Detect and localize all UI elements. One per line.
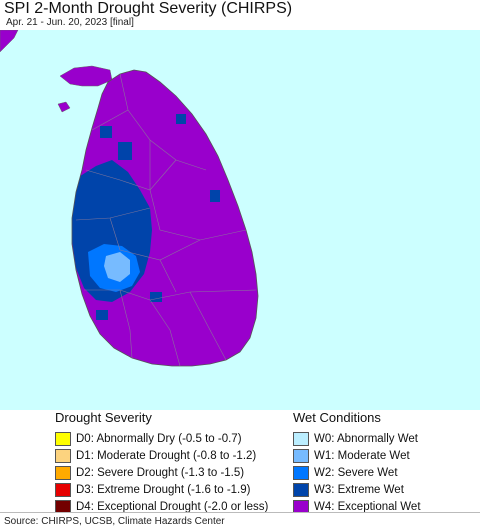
legend-label-w3: W3: Extreme Wet [314,483,404,496]
sri-lanka-map [0,30,259,367]
wet-legend-heading: Wet Conditions [293,410,381,425]
legend-item-w4: W4: Exceptional Wet [293,498,421,515]
footer: Source: CHIRPS, UCSB, Climate Hazards Ce… [0,512,480,531]
wet-legend: Wet Conditions W0: Abnormally Wet W1: Mo… [293,410,421,515]
legend-swatch-d3 [55,482,71,497]
legend-swatch-d1 [55,448,71,463]
legend-label-w2: W2: Severe Wet [314,466,398,479]
map-date-range: Apr. 21 - Jun. 20, 2023 [final] [6,17,134,28]
map-title: SPI 2-Month Drought Severity (CHIRPS) [4,0,293,17]
legend-item-d3: D3: Extreme Drought (-1.6 to -1.9) [55,481,268,498]
map-canvas [0,30,480,410]
legend-label-w0: W0: Abnormally Wet [314,432,418,445]
legend-swatch-w2 [293,465,309,480]
legend-item-d4: D4: Exceptional Drought (-2.0 or less) [55,498,268,515]
legend-label-d3: D3: Extreme Drought (-1.6 to -1.9) [76,483,251,496]
legend-label-w4: W4: Exceptional Wet [314,500,421,513]
legend-label-d0: D0: Abnormally Dry (-0.5 to -0.7) [76,432,242,445]
legend-item-w3: W3: Extreme Wet [293,481,421,498]
india-landmass [0,30,19,53]
legend-label-w1: W1: Moderate Wet [314,449,410,462]
legend-label-d1: D1: Moderate Drought (-0.8 to -1.2) [76,449,257,462]
data-source: Source: CHIRPS, UCSB, Climate Hazards Ce… [4,516,225,527]
jaffna-peninsula [59,65,113,87]
legend-swatch-w0 [293,431,309,446]
legend-label-d4: D4: Exceptional Drought (-2.0 or less) [76,500,269,513]
legend-swatch-w1 [293,448,309,463]
moderate-wet-zone [104,252,130,282]
legend-swatch-d0 [55,431,71,446]
drought-legend-heading: Drought Severity [55,410,152,425]
legend-swatch-w3 [293,482,309,497]
extreme-wet-block [96,310,108,320]
extreme-wet-block [118,142,132,160]
legend-item-d0: D0: Abnormally Dry (-0.5 to -0.7) [55,430,268,447]
extreme-wet-block [150,292,162,302]
legend-item-d2: D2: Severe Drought (-1.3 to -1.5) [55,464,268,481]
legend-item-d1: D1: Moderate Drought (-0.8 to -1.2) [55,447,268,464]
legend-item-w1: W1: Moderate Wet [293,447,421,464]
drought-legend: Drought Severity D0: Abnormally Dry (-0.… [55,410,268,515]
legend-swatch-d2 [55,465,71,480]
district-boundaries [75,73,257,367]
legend-item-w0: W0: Abnormally Wet [293,430,421,447]
legend-label-d2: D2: Severe Drought (-1.3 to -1.5) [76,466,245,479]
extreme-wet-block [100,126,112,138]
extreme-wet-block [176,114,186,124]
extreme-wet-block [210,190,220,202]
legend: Drought Severity D0: Abnormally Dry (-0.… [0,410,480,515]
map-header: SPI 2-Month Drought Severity (CHIRPS) Ap… [0,0,480,30]
island-outline [71,69,259,367]
mannar-island [57,101,71,113]
legend-item-w2: W2: Severe Wet [293,464,421,481]
